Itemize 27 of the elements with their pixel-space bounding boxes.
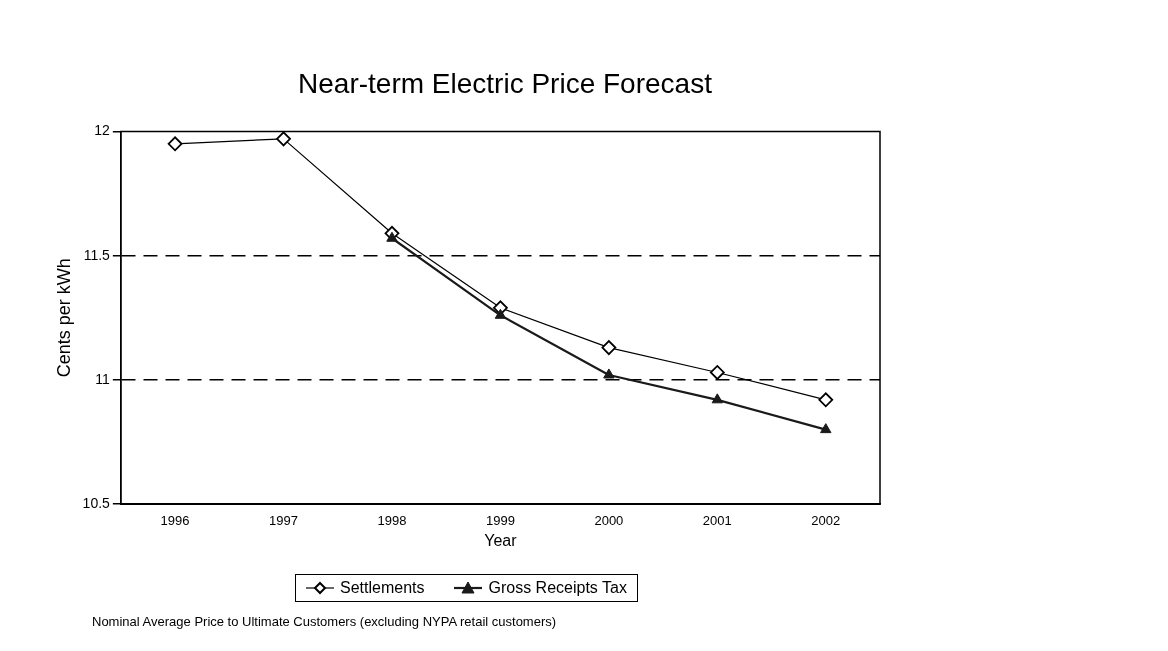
x-tick-label: 1999 [485, 512, 515, 528]
chart-title: Near-term Electric Price Forecast [297, 68, 713, 100]
point [167, 136, 183, 152]
legend-label: Gross Receipts Tax [488, 579, 627, 597]
point [386, 231, 398, 242]
point [709, 365, 725, 380]
point [711, 393, 724, 404]
point [603, 368, 615, 379]
x-tick-label: 1997 [269, 512, 298, 528]
y-tick-label: 12 [94, 122, 111, 139]
point [820, 423, 832, 434]
x-tick-label: 2001 [702, 512, 732, 528]
x-axis-title: Year [484, 531, 518, 549]
x-tick-label: 1996 [160, 512, 190, 528]
point [276, 131, 291, 147]
text: Nominal Average Price to Ultimate Customers (excluding NYPA retail customers) [92, 614, 557, 629]
y-tick-label: 11.5 [83, 246, 111, 263]
point [601, 340, 617, 356]
x-tick-label: 1998 [377, 512, 407, 528]
y-tick-label: 10.5 [82, 495, 111, 512]
point [494, 308, 507, 319]
point [818, 392, 834, 408]
x-tick-label: 2000 [594, 512, 624, 528]
y-axis-title: Cents per kWh [53, 258, 74, 378]
legend-label: Settlements [340, 579, 425, 597]
x-tick-label: 2002 [811, 512, 841, 528]
y-tick-label: 11 [95, 370, 111, 387]
